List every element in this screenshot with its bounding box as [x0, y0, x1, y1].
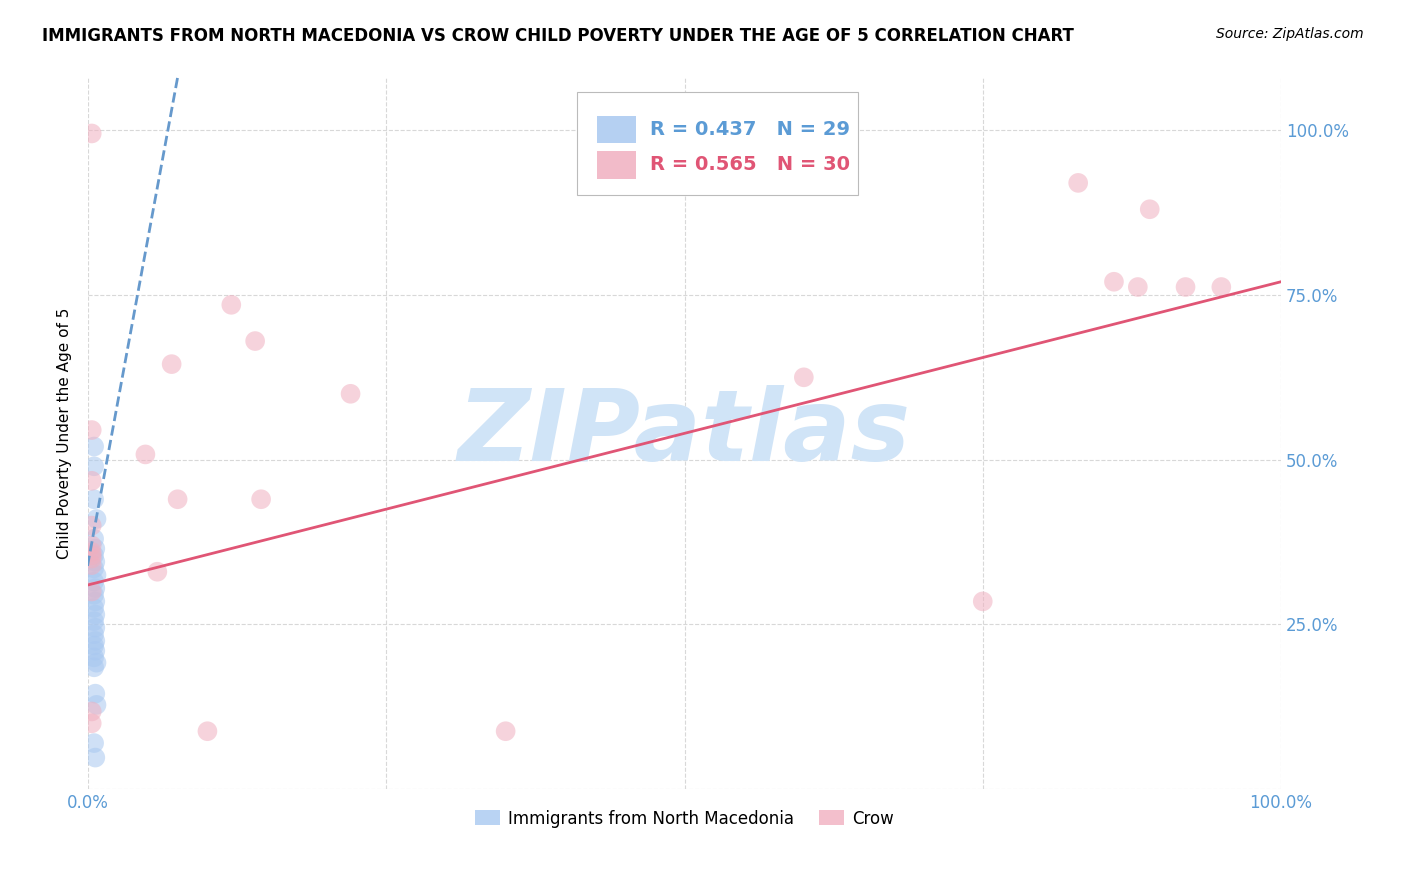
- Point: [1211, 280, 1233, 294]
- Text: R = 0.565   N = 30: R = 0.565 N = 30: [650, 155, 851, 175]
- Point: [84, 634, 107, 648]
- Text: ZIPatlas: ZIPatlas: [458, 384, 911, 482]
- Point: [80, 474, 103, 488]
- Point: [83, 614, 105, 628]
- Point: [339, 386, 361, 401]
- Point: [80, 423, 103, 437]
- Point: [83, 574, 105, 589]
- Point: [160, 357, 183, 371]
- Point: [83, 660, 105, 674]
- FancyBboxPatch shape: [578, 92, 858, 194]
- Point: [84, 581, 107, 595]
- Point: [84, 594, 107, 608]
- Point: [83, 492, 105, 507]
- Point: [83, 459, 105, 474]
- Legend: Immigrants from North Macedonia, Crow: Immigrants from North Macedonia, Crow: [468, 803, 901, 834]
- Point: [1102, 275, 1125, 289]
- Point: [80, 548, 103, 562]
- Point: [84, 644, 107, 658]
- Point: [83, 561, 105, 575]
- Point: [243, 334, 266, 348]
- Point: [1067, 176, 1090, 190]
- Point: [80, 705, 103, 719]
- Point: [80, 716, 103, 731]
- Point: [80, 584, 103, 599]
- Point: [86, 698, 108, 712]
- Point: [83, 548, 105, 562]
- Point: [80, 127, 103, 141]
- Point: [80, 545, 103, 559]
- Point: [146, 565, 169, 579]
- Point: [83, 639, 105, 653]
- Point: [134, 447, 156, 461]
- Point: [83, 627, 105, 641]
- Point: [84, 750, 107, 764]
- Point: [221, 298, 243, 312]
- Point: [84, 555, 107, 569]
- Point: [83, 532, 105, 546]
- Point: [86, 568, 108, 582]
- Point: [83, 736, 105, 750]
- Point: [80, 558, 103, 573]
- Point: [972, 594, 994, 608]
- Point: [80, 518, 103, 533]
- Point: [1174, 280, 1197, 294]
- Point: [84, 541, 107, 556]
- Point: [84, 607, 107, 622]
- Point: [83, 650, 105, 665]
- Point: [83, 588, 105, 602]
- Point: [166, 492, 188, 507]
- Point: [793, 370, 815, 384]
- Point: [83, 440, 105, 454]
- FancyBboxPatch shape: [598, 152, 636, 178]
- Point: [250, 492, 273, 507]
- Point: [495, 724, 517, 739]
- Point: [84, 687, 107, 701]
- Point: [1139, 202, 1161, 217]
- Point: [197, 724, 219, 739]
- Point: [86, 512, 108, 526]
- FancyBboxPatch shape: [598, 116, 636, 143]
- Point: [86, 656, 108, 670]
- Point: [80, 538, 103, 552]
- Point: [1126, 280, 1149, 294]
- Point: [80, 551, 103, 566]
- Point: [83, 601, 105, 615]
- Text: Source: ZipAtlas.com: Source: ZipAtlas.com: [1216, 27, 1364, 41]
- Point: [84, 621, 107, 635]
- Y-axis label: Child Poverty Under the Age of 5: Child Poverty Under the Age of 5: [58, 308, 72, 559]
- Text: IMMIGRANTS FROM NORTH MACEDONIA VS CROW CHILD POVERTY UNDER THE AGE OF 5 CORRELA: IMMIGRANTS FROM NORTH MACEDONIA VS CROW …: [42, 27, 1074, 45]
- Text: R = 0.437   N = 29: R = 0.437 N = 29: [650, 120, 851, 139]
